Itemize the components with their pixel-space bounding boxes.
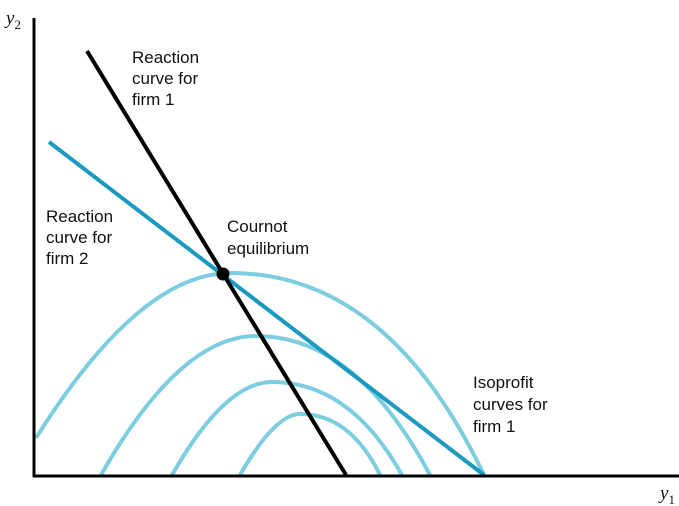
- label-reaction-curve-firm1: Reaction curve for firm 1: [132, 48, 204, 109]
- cournot-equilibrium-point: [216, 267, 230, 281]
- isoprofit-curve-3: [170, 379, 404, 476]
- x-axis-label: y1: [658, 483, 675, 506]
- isoprofit-curves: [34, 270, 486, 476]
- label-cournot-equilibrium: Cournot equilibrium: [227, 217, 309, 258]
- reaction-curve-firm1: [85, 49, 348, 477]
- isoprofit-curve-2: [99, 333, 432, 476]
- label-reaction-curve-firm2: Reaction curve for firm 2: [46, 207, 118, 268]
- label-isoprofit-curves: Isoprofit curves for firm 1: [473, 373, 552, 436]
- isoprofit-curve-1: [34, 270, 486, 476]
- isoprofit-curve-4: [238, 411, 382, 476]
- reaction-curve-firm2: [47, 140, 486, 477]
- y-axis-label: y2: [4, 8, 21, 32]
